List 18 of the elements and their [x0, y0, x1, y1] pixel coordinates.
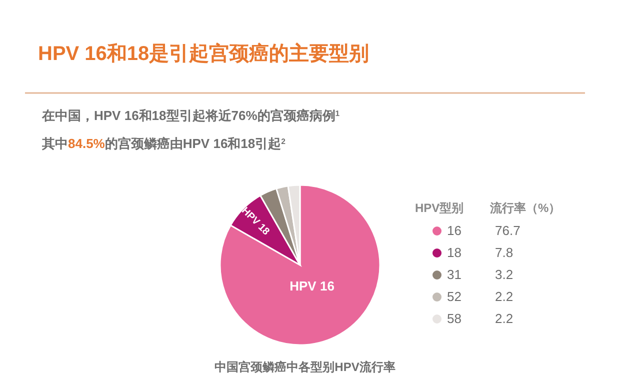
- legend-label: 16: [447, 223, 462, 238]
- data-label: 76.7: [495, 223, 520, 238]
- text: 其中84.5%的宫颈鳞癌由HPV 16和18引起$^{2}$: [41, 136, 286, 151]
- legend-title: HPV型别: [415, 201, 464, 215]
- chart-subtitle: 在中国，HPV 16和18型引起将近76%的宫颈癌病例$^{1}$: [41, 108, 340, 123]
- chart-title: HPV 16和18是引起宫颈癌的主要型别: [38, 42, 370, 65]
- data-label: 2.2: [495, 289, 514, 304]
- legend-label: 31: [447, 267, 462, 282]
- legend-label: 52: [447, 289, 462, 304]
- pie-slice: [219, 184, 381, 346]
- legend-label: 58: [447, 311, 462, 326]
- data-label: 2.2: [495, 311, 514, 326]
- text: 流行率（%）: [489, 201, 561, 215]
- data-label: 7.8: [495, 245, 514, 260]
- legend-label: 18: [447, 245, 462, 260]
- text: 中国宫颈鳞癌中各型别HPV流行率: [214, 360, 396, 374]
- data-label: 3.2: [495, 267, 514, 282]
- text: HPV 16: [290, 278, 334, 294]
